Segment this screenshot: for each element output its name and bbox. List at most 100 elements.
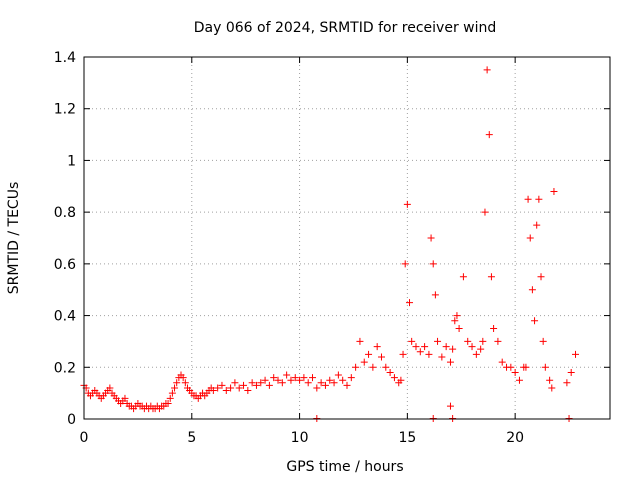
data-point bbox=[535, 195, 543, 203]
data-point bbox=[511, 368, 519, 376]
data-point bbox=[546, 376, 554, 384]
data-point bbox=[515, 376, 523, 384]
data-point bbox=[218, 381, 226, 389]
data-point bbox=[334, 371, 342, 379]
data-point bbox=[313, 384, 321, 392]
data-point bbox=[408, 337, 416, 345]
data-point bbox=[403, 200, 411, 208]
data-point bbox=[287, 376, 295, 384]
axis-ticks: 0 0.2 0.4 0.6 0.8 1 1.2 1.4 0 5 10 15 20 bbox=[54, 50, 610, 446]
y-tick-label: 0.6 bbox=[54, 257, 76, 273]
x-tick-label: 5 bbox=[187, 430, 196, 446]
y-tick-label: 1 bbox=[67, 153, 76, 169]
data-point bbox=[485, 131, 493, 139]
data-point bbox=[477, 345, 485, 353]
data-point bbox=[166, 394, 174, 402]
data-point bbox=[507, 363, 515, 371]
data-point bbox=[317, 379, 325, 387]
data-point bbox=[399, 350, 407, 358]
data-point bbox=[563, 379, 571, 387]
data-point bbox=[382, 363, 390, 371]
data-point bbox=[173, 379, 181, 387]
data-point bbox=[429, 260, 437, 268]
data-point bbox=[524, 195, 532, 203]
data-point bbox=[257, 379, 265, 387]
data-point bbox=[446, 402, 454, 410]
x-tick-label: 15 bbox=[398, 430, 416, 446]
data-point bbox=[483, 66, 491, 74]
data-point bbox=[291, 374, 299, 382]
data-point bbox=[326, 376, 334, 384]
data-point bbox=[261, 376, 269, 384]
chart-title: Day 066 of 2024, SRMTID for receiver win… bbox=[194, 20, 497, 36]
data-point bbox=[106, 384, 114, 392]
data-point bbox=[321, 381, 329, 389]
y-tick-label: 0.2 bbox=[54, 360, 76, 376]
data-point bbox=[494, 337, 502, 345]
data-point bbox=[498, 358, 506, 366]
data-point bbox=[531, 317, 539, 325]
data-point bbox=[227, 384, 235, 392]
data-point bbox=[429, 414, 437, 422]
data-point bbox=[360, 358, 368, 366]
data-point bbox=[479, 337, 487, 345]
data-point bbox=[352, 363, 360, 371]
data-point bbox=[401, 260, 409, 268]
data-point bbox=[541, 363, 549, 371]
data-point bbox=[356, 337, 364, 345]
data-point bbox=[459, 273, 467, 281]
data-point bbox=[449, 345, 457, 353]
data-point bbox=[252, 381, 260, 389]
y-tick-label: 0.4 bbox=[54, 309, 76, 325]
data-point bbox=[168, 389, 176, 397]
y-tick-label: 0.8 bbox=[54, 205, 76, 221]
data-point bbox=[209, 387, 217, 395]
data-point bbox=[442, 343, 450, 351]
data-point bbox=[365, 350, 373, 358]
data-point bbox=[451, 317, 459, 325]
data-point bbox=[214, 384, 222, 392]
data-point bbox=[522, 363, 530, 371]
data-point bbox=[164, 399, 172, 407]
data-point bbox=[313, 414, 321, 422]
data-point bbox=[548, 384, 556, 392]
data-point bbox=[481, 208, 489, 216]
y-tick-label: 0 bbox=[67, 412, 76, 428]
data-point bbox=[300, 374, 308, 382]
data-point bbox=[526, 234, 534, 242]
data-point bbox=[121, 394, 129, 402]
data-point bbox=[406, 299, 414, 307]
data-point bbox=[296, 376, 304, 384]
data-point bbox=[179, 374, 187, 382]
data-point bbox=[171, 384, 179, 392]
data-point bbox=[528, 286, 536, 294]
data-point bbox=[343, 381, 351, 389]
data-point bbox=[572, 350, 580, 358]
data-point bbox=[386, 368, 394, 376]
data-point bbox=[235, 384, 243, 392]
data-point bbox=[347, 374, 355, 382]
data-point bbox=[421, 343, 429, 351]
x-tick-label: 20 bbox=[506, 430, 524, 446]
x-tick-label: 10 bbox=[291, 430, 309, 446]
data-point bbox=[490, 325, 498, 332]
data-point bbox=[427, 234, 435, 242]
data-point bbox=[453, 312, 461, 320]
plot-frame bbox=[83, 56, 611, 420]
x-tick-label: 0 bbox=[80, 430, 89, 446]
data-point bbox=[397, 376, 405, 384]
data-point bbox=[455, 325, 463, 332]
data-point bbox=[390, 374, 398, 382]
data-point bbox=[244, 387, 252, 395]
y-axis-label: SRMTID / TECUs bbox=[6, 182, 22, 295]
data-point bbox=[539, 337, 547, 345]
data-point bbox=[434, 337, 442, 345]
data-point bbox=[425, 350, 433, 358]
data-point bbox=[438, 353, 446, 361]
data-point bbox=[309, 374, 317, 382]
data-point bbox=[550, 187, 558, 195]
data-point bbox=[446, 358, 454, 366]
data-point bbox=[533, 221, 541, 229]
grid-lines bbox=[84, 57, 610, 419]
